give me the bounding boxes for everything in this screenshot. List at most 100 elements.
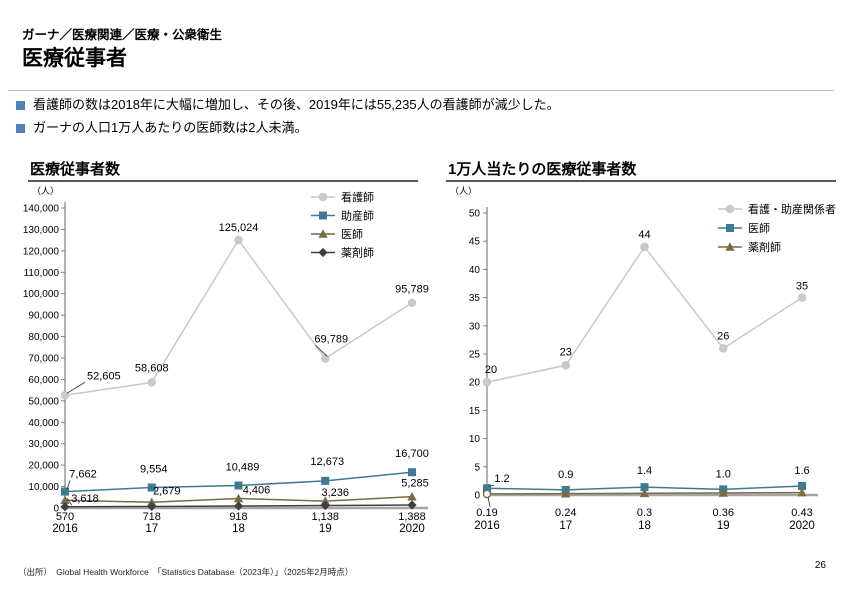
- data-label: 3,236: [321, 487, 349, 499]
- data-point: [407, 491, 417, 501]
- label-leader: [315, 345, 328, 357]
- data-label: 5,285: [401, 478, 429, 490]
- data-label: 1.2: [494, 473, 509, 485]
- x-axis-label: 18: [638, 520, 651, 532]
- bullet-text: 看護師の数は2018年に大幅に増加し、その後、2019年には55,235人の看護…: [33, 97, 560, 112]
- y-tick-label: 90,000: [28, 311, 59, 322]
- data-label: 16,700: [395, 448, 429, 460]
- y-tick-label: 45: [469, 237, 481, 248]
- data-label: 3,618: [71, 493, 99, 505]
- y-tick-label: 30: [469, 321, 481, 332]
- y-tick-label: 15: [469, 406, 481, 417]
- data-point: [233, 501, 244, 511]
- y-tick-label: 20: [469, 378, 481, 389]
- x-axis-label: 17: [559, 520, 572, 532]
- bullet-item: 看護師の数は2018年に大幅に増加し、その後、2019年には55,235人の看護…: [16, 97, 826, 113]
- legend-marker: [318, 247, 328, 258]
- data-label: 1,138: [311, 511, 339, 523]
- data-point: [482, 377, 492, 387]
- data-point: [718, 344, 728, 353]
- data-point: [320, 500, 330, 511]
- source-note: （出所） Global Health Workforce 「Statistics…: [18, 567, 354, 577]
- data-label: 0.36: [713, 507, 734, 519]
- y-tick-label: 25: [469, 350, 481, 361]
- chart-panel-per-10000: 1万人当たりの医療従事者数 （人） 0 5 10 15 20 25 30 35 40 45 50 20…: [446, 158, 836, 558]
- data-point: [407, 500, 417, 510]
- data-label: 20: [485, 364, 497, 376]
- data-label: 23: [560, 346, 572, 358]
- y-tick-label: 130,000: [23, 225, 60, 236]
- data-point: [320, 496, 330, 505]
- x-axis-label: 19: [319, 523, 332, 535]
- y-tick-label: 10,000: [28, 482, 59, 493]
- chart-panel-workers: 医療従事者数 （人） 0 10,000 20,000 30,000 40,000 50,0…: [23, 158, 429, 558]
- data-label: 918: [229, 511, 247, 523]
- chart-title-workers: 医療従事者数: [30, 161, 121, 178]
- page-title: 医療従事者: [22, 47, 127, 70]
- x-axis-label: 2020: [399, 523, 425, 535]
- data-point: [320, 354, 330, 363]
- y-tick-label: 40: [469, 265, 481, 276]
- y-tick-label: 50: [469, 209, 481, 220]
- breadcrumb: ガーナ／医療関連／医療・公衆衛生: [22, 28, 223, 42]
- legend-label: 医師: [748, 222, 770, 235]
- data-label: 0.43: [791, 507, 812, 519]
- chart-title-rule: [28, 180, 418, 182]
- y-tick-label: 10: [469, 434, 481, 445]
- y-tick-label: 20,000: [28, 461, 59, 472]
- legend-marker: [318, 192, 328, 202]
- page-number: 26: [814, 560, 826, 571]
- y-tick-label: 100,000: [23, 289, 60, 300]
- series-line-0: [486, 245, 803, 383]
- x-axis-label: 19: [717, 520, 730, 532]
- data-label: 1.6: [794, 465, 809, 477]
- data-label: 718: [143, 511, 161, 523]
- data-point: [797, 293, 807, 302]
- legend-marker: [726, 224, 734, 232]
- data-point: [234, 235, 243, 245]
- data-point: [639, 488, 650, 498]
- label-leader: [488, 484, 495, 487]
- data-label: 35: [796, 281, 808, 293]
- data-point: [147, 483, 156, 492]
- data-label: 0.9: [558, 469, 573, 481]
- y-tick-label: 60,000: [28, 375, 59, 386]
- legend-label: 看護師: [341, 190, 374, 204]
- data-point: [407, 298, 417, 308]
- y-tick-label: 80,000: [28, 332, 59, 343]
- legend-label: 医師: [341, 228, 363, 241]
- label-leader: [487, 496, 491, 508]
- data-point: [61, 487, 69, 496]
- data-point: [561, 360, 571, 370]
- legend-marker: [318, 229, 328, 238]
- legend-marker: [725, 242, 735, 251]
- x-axis-label: 17: [145, 523, 158, 535]
- legend-label: 薬剤師: [341, 246, 374, 260]
- y-tick-label: 70,000: [28, 354, 59, 365]
- data-label: 12,673: [310, 456, 344, 468]
- y-tick-label: 0: [474, 491, 480, 502]
- data-point: [321, 476, 330, 485]
- data-point: [234, 481, 243, 490]
- x-axis-label: 2016: [474, 520, 500, 532]
- data-point: [561, 488, 571, 498]
- data-point: [798, 481, 806, 490]
- bullet-square-icon: [16, 101, 25, 110]
- line-chart-workers-count: 0 10,000 20,000 30,000 40,000 50,000 60,000 70,…: [23, 190, 429, 535]
- label-leader: [66, 381, 86, 394]
- y-tick-label: 0: [53, 504, 59, 515]
- legend-marker: [319, 211, 327, 220]
- data-label: 2,679: [153, 485, 181, 497]
- legend-label: 薬剤師: [748, 240, 781, 254]
- y-tick-label: 140,000: [23, 204, 60, 215]
- data-label: 69,789: [314, 333, 348, 345]
- chart-title-per-10000: 1万人当たりの医療従事者数: [448, 161, 637, 178]
- label-leader: [66, 480, 71, 490]
- label-leader: [66, 497, 73, 506]
- y-axis-unit-label: （人）: [450, 186, 478, 196]
- data-label: 570: [56, 511, 74, 523]
- data-point: [60, 495, 70, 505]
- data-label: 58,608: [135, 362, 169, 374]
- legend-marker: [725, 204, 735, 214]
